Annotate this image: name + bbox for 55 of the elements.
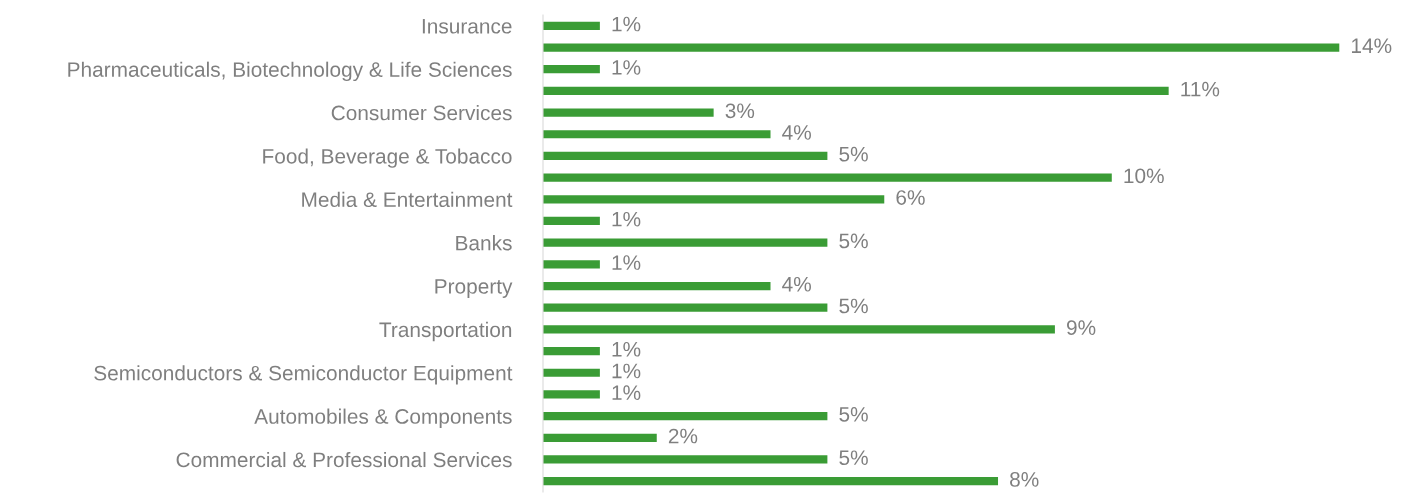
- data-label: 1%: [612, 60, 641, 75]
- y-tick-label: Transportation: [379, 321, 512, 342]
- data-label: 8%: [1010, 472, 1039, 487]
- data-label: 4%: [782, 276, 811, 292]
- data-label: 5%: [839, 146, 868, 162]
- data-label: 1%: [612, 363, 641, 379]
- y-tick-label: Food, Beverage & Tobacco: [263, 148, 512, 168]
- data-label: 11%: [1181, 81, 1220, 97]
- bar: [543, 238, 828, 247]
- y-tick-label: Insurance: [422, 19, 512, 34]
- data-label: 1%: [612, 385, 641, 400]
- bar: [543, 108, 714, 117]
- bar: [543, 173, 1112, 182]
- y-tick-label: Pharmaceuticals, Biotechnology & Life Sciences: [68, 61, 512, 82]
- bar: [543, 43, 1340, 52]
- data-label: 4%: [782, 125, 811, 140]
- bar: [543, 390, 600, 399]
- bar: [543, 195, 885, 204]
- data-label: 1%: [612, 342, 641, 357]
- bar: [543, 477, 999, 486]
- data-label: 10%: [1124, 168, 1164, 184]
- data-label: 9%: [1066, 320, 1096, 335]
- y-tick-label: Property: [435, 279, 513, 298]
- y-tick-label: Media & Entertainment: [302, 191, 513, 208]
- data-label: 5%: [839, 450, 868, 466]
- bar: [543, 130, 771, 139]
- data-label: 5%: [839, 407, 868, 422]
- y-tick-label: Commercial & Professional Services: [176, 451, 512, 468]
- bar: [543, 86, 1169, 96]
- y-tick-label: Automobiles & Components: [254, 408, 512, 428]
- y-tick-label: Consumer Services: [331, 105, 512, 121]
- data-label: 5%: [839, 298, 868, 314]
- data-label: 1%: [612, 255, 641, 270]
- bar: [543, 411, 828, 421]
- data-label: 2%: [668, 428, 698, 444]
- data-label: 14%: [1352, 38, 1392, 54]
- bar: [543, 325, 1055, 334]
- data-label: 6%: [896, 190, 925, 205]
- bar: [543, 346, 600, 356]
- bar: [543, 433, 657, 442]
- bar: [543, 21, 600, 30]
- bar: [543, 368, 600, 377]
- data-label: 5%: [839, 233, 868, 249]
- y-tick-label: Banks: [456, 235, 512, 251]
- data-label: 3%: [725, 103, 755, 119]
- y-tick-label: Semiconductors & Semiconductor Equipment: [94, 365, 513, 385]
- bar: [543, 281, 771, 291]
- data-label: 1%: [612, 16, 641, 32]
- bar: [543, 260, 600, 269]
- bar: [543, 65, 600, 74]
- bar: [543, 303, 828, 312]
- bar: [543, 151, 828, 161]
- bar: [543, 455, 828, 464]
- bar: [543, 216, 600, 226]
- data-label: 1%: [612, 211, 641, 227]
